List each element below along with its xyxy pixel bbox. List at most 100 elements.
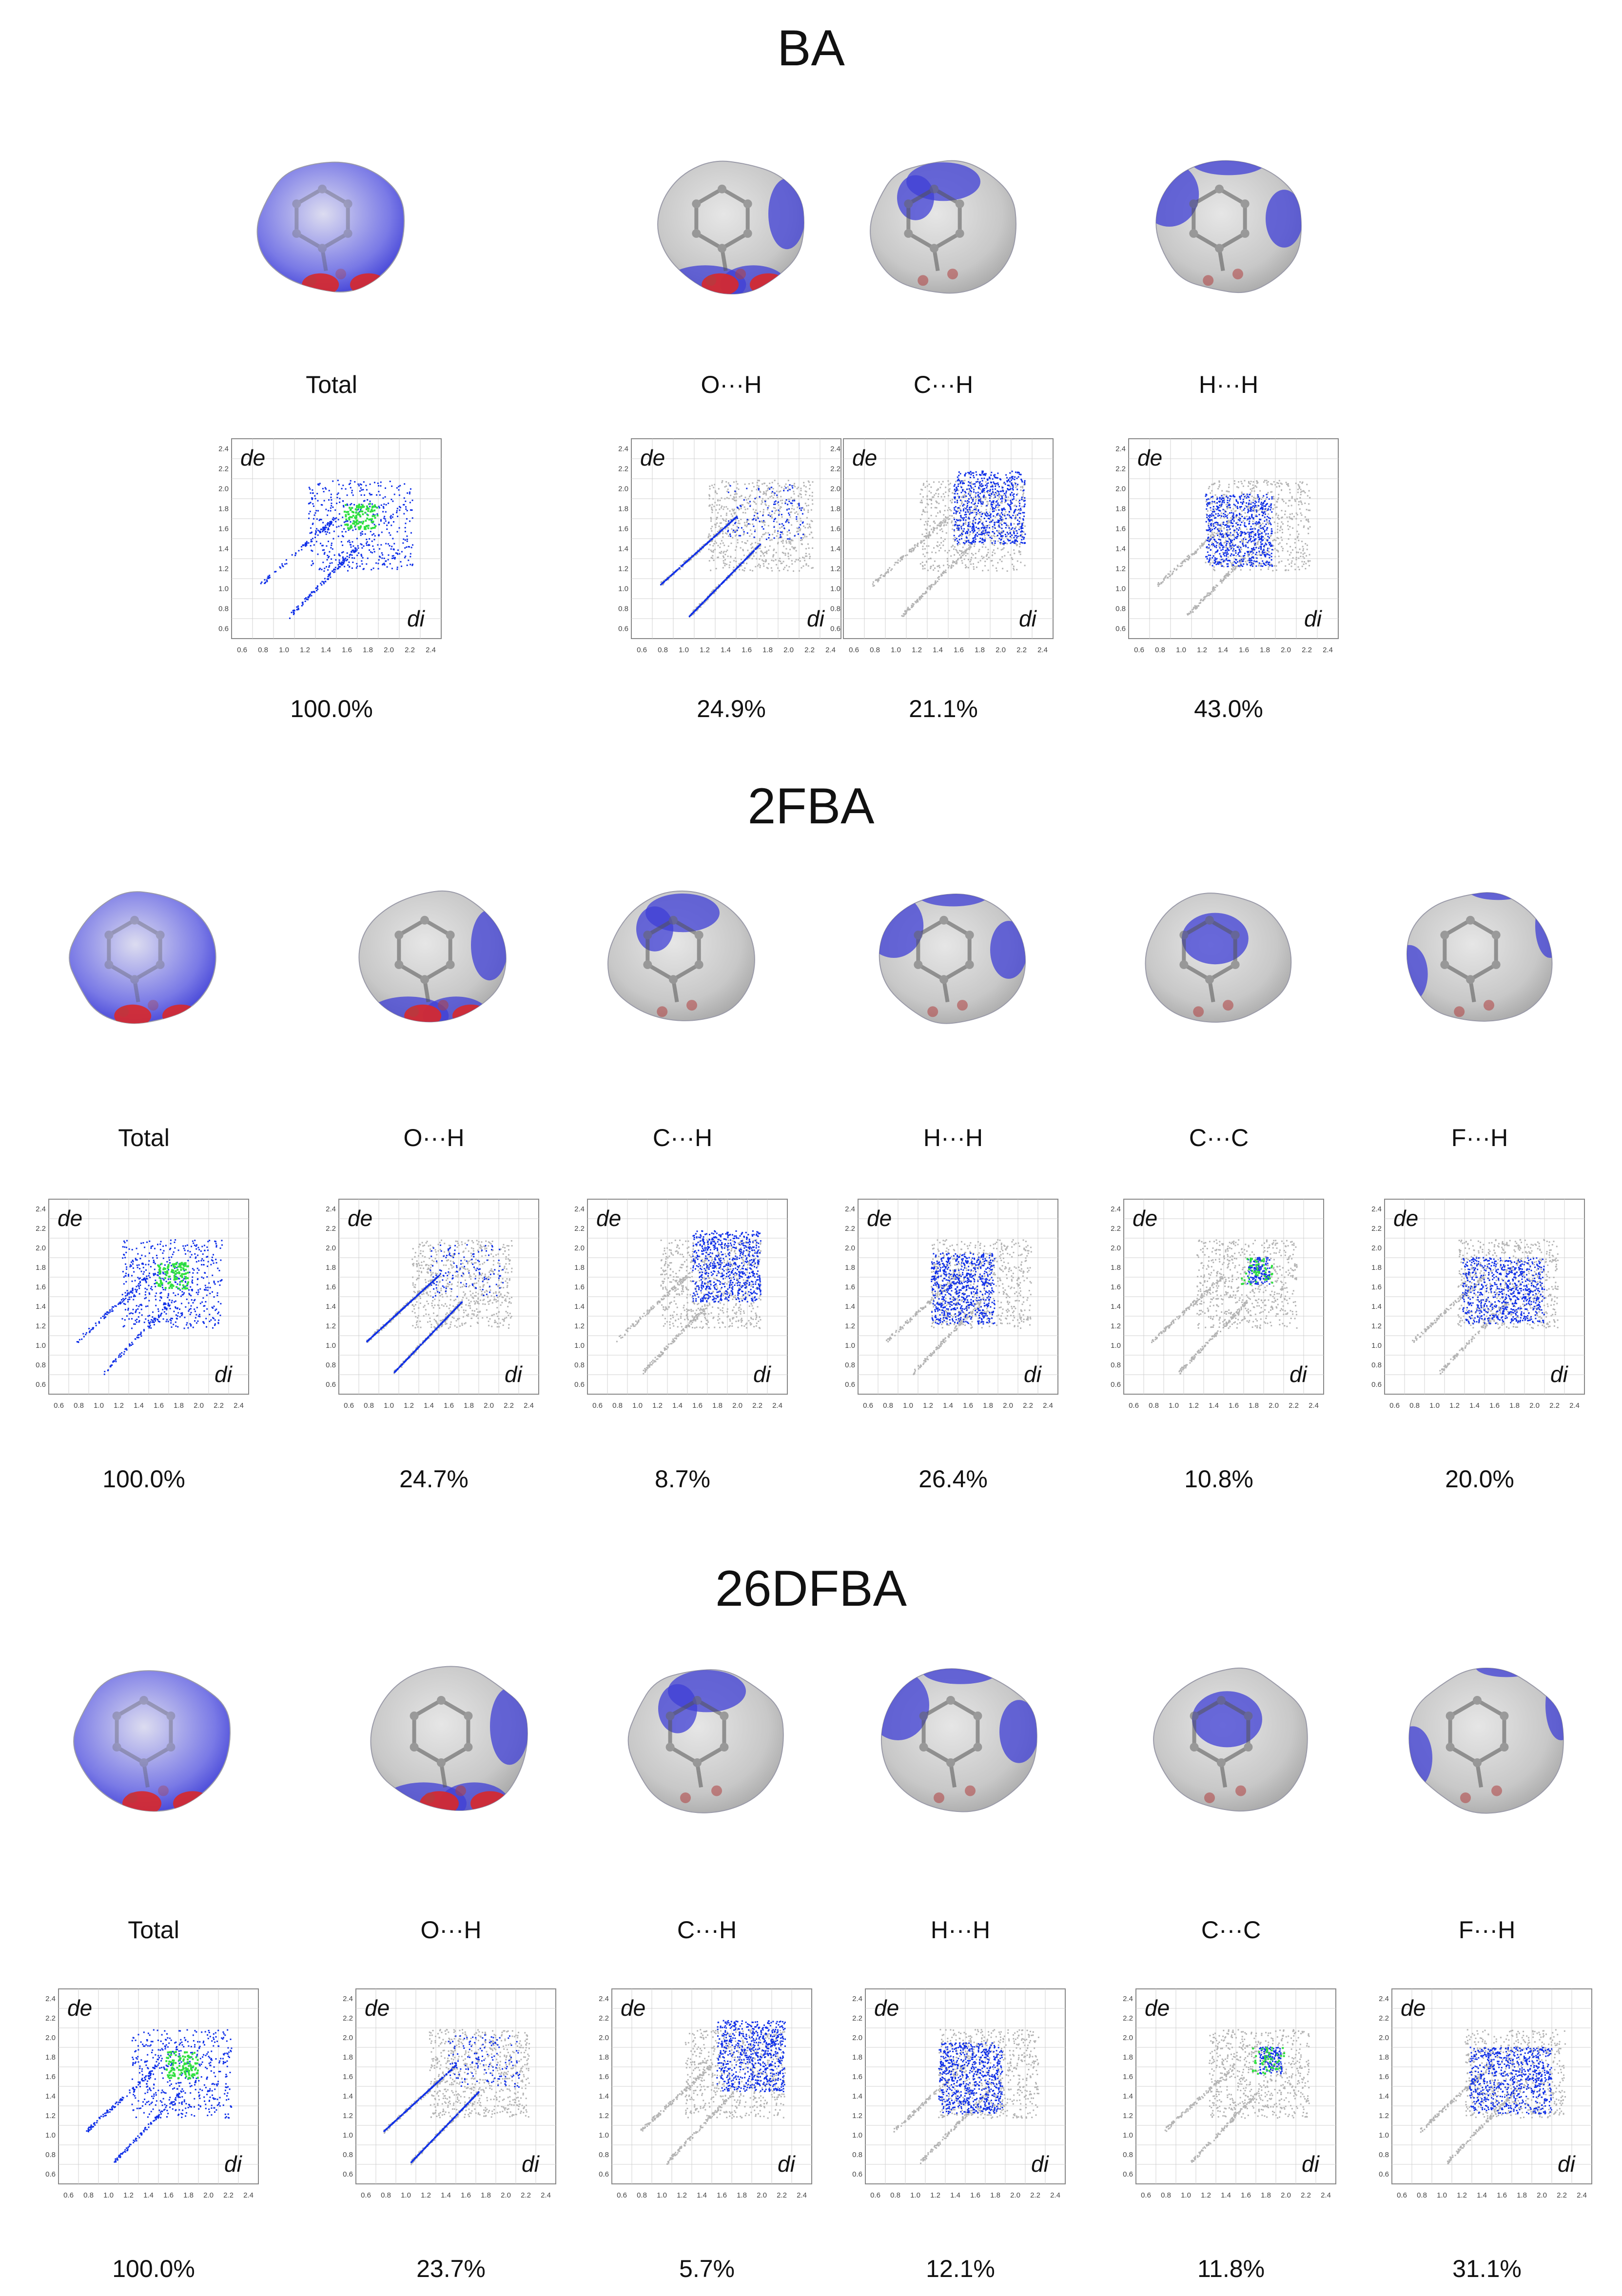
x-tick-label: 1.2 [300,646,310,654]
y-tick-label: 1.6 [1379,2073,1389,2081]
x-tick-label: 2.2 [521,2191,531,2199]
y-tick-label: 1.2 [36,1322,46,1330]
x-tick-label: 2.2 [1301,2191,1311,2199]
x-tick-label: 2.2 [1302,646,1312,654]
y-axis-label: de [621,1995,645,2021]
y-axis-label: de [1133,1206,1157,1231]
y-tick-label: 1.0 [574,1342,585,1350]
contact-label: O···H [322,1124,546,1152]
contact-label: C···C [1107,1124,1331,1152]
x-tick-label: 1.4 [1477,2191,1487,2199]
x-axis-label: di [505,1362,523,1387]
y-tick-label: 1.0 [45,2131,56,2140]
x-tick-label: 2.0 [501,2191,511,2199]
x-tick-label: 2.4 [426,646,436,654]
y-axis-label: de [1393,1206,1418,1231]
x-tick-label: 2.2 [1289,1401,1299,1410]
y-tick-label: 1.2 [830,565,840,573]
y-axis-label: de [874,1995,899,2021]
y-tick-label: 0.6 [343,2170,353,2179]
contact-label: Total [219,370,444,399]
x-tick-label: 1.2 [912,646,922,654]
x-tick-label: 2.0 [1529,1401,1540,1410]
y-tick-label: 0.6 [36,1381,46,1389]
y-tick-label: 2.2 [1111,1225,1121,1233]
x-tick-label: 0.6 [849,646,859,654]
y-tick-label: 1.0 [1123,2131,1133,2140]
x-tick-label: 1.8 [1261,2191,1271,2199]
x-tick-label: 1.4 [1209,1401,1219,1410]
y-tick-label: 1.6 [845,1283,855,1291]
contact-label: C···H [831,370,1055,399]
x-tick-label: 1.2 [123,2191,134,2199]
hirshfeld-surface-oh [358,890,507,1023]
y-axis-label: de [640,445,665,470]
y-tick-label: 0.6 [852,2170,862,2179]
fingerprint-plot-oh: 0.6 0.6 0.8 0.8 1.0 1.0 1.2 1.2 1.4 1.4 1.6 1.6 1.8 1… [326,1199,539,1410]
y-tick-label: 0.8 [599,2151,609,2159]
y-tick-label: 0.8 [574,1361,585,1369]
surface-shape [256,161,405,293]
x-tick-label: 1.0 [910,2191,920,2199]
x-axis-label: di [753,1362,772,1387]
contact-percentage: 24.9% [619,695,843,723]
contact-label: H···H [1116,370,1341,399]
hirshfeld-surface-ch [870,160,1016,294]
hirshfeld-surface-cc [1153,1667,1308,1812]
section-title: BA [0,19,1622,78]
x-tick-label: 1.4 [1218,646,1228,654]
hirshfeld-surface-ch [607,890,755,1021]
x-tick-label: 1.0 [103,2191,114,2199]
y-tick-label: 2.4 [1371,1205,1382,1213]
y-tick-label: 1.4 [845,1303,855,1311]
y-tick-label: 0.8 [830,605,840,613]
x-tick-label: 2.2 [504,1401,514,1410]
x-tick-label: 2.4 [1321,2191,1331,2199]
x-tick-label: 1.2 [1201,2191,1211,2199]
contact-percentage: 5.7% [595,2255,819,2283]
y-tick-label: 2.4 [845,1205,855,1213]
y-tick-label: 2.0 [326,1244,336,1252]
y-tick-label: 1.4 [599,2092,609,2101]
y-tick-label: 2.2 [343,2014,353,2023]
x-tick-label: 1.6 [154,1401,164,1410]
hirshfeld-surface-hh [1155,160,1302,293]
y-tick-label: 1.6 [36,1283,46,1291]
y-tick-label: 1.4 [45,2092,56,2101]
y-tick-label: 1.6 [599,2073,609,2081]
y-tick-label: 0.8 [852,2151,862,2159]
y-tick-label: 0.6 [574,1381,585,1389]
x-tick-label: 1.4 [697,2191,707,2199]
surface-shape [69,891,216,1024]
hirshfeld-surface-total [73,1670,231,1812]
x-tick-label: 1.0 [679,646,689,654]
y-tick-label: 1.0 [1371,1342,1382,1350]
x-tick-label: 2.4 [1043,1401,1053,1410]
fingerprint-plot-ch: 0.6 0.6 0.8 0.8 1.0 1.0 1.2 1.2 1.4 1.4 1.6 1.6 1.8 1… [574,1199,788,1410]
x-tick-label: 1.2 [404,1401,414,1410]
x-tick-label: 1.2 [652,1401,663,1410]
contact-percentage: 24.7% [322,1465,546,1493]
y-tick-label: 1.0 [599,2131,609,2140]
x-tick-label: 2.2 [214,1401,224,1410]
x-tick-label: 1.4 [321,646,331,654]
contact-label: C···H [595,1916,819,1944]
x-axis-label: di [778,2151,796,2177]
x-tick-label: 2.2 [804,646,815,654]
y-tick-label: 1.8 [343,2053,353,2062]
y-tick-label: 1.6 [1123,2073,1133,2081]
x-tick-label: 1.6 [954,646,964,654]
x-tick-label: 2.0 [1281,2191,1291,2199]
y-tick-label: 0.8 [618,605,628,613]
fingerprint-plot-cc: 0.6 0.6 0.8 0.8 1.0 1.0 1.2 1.2 1.4 1.4 1.6 1.6 1.8 1… [1123,1988,1336,2199]
y-tick-label: 0.8 [1371,1361,1382,1369]
x-tick-label: 1.0 [891,646,901,654]
contact-label: Total [32,1124,256,1152]
y-tick-label: 1.2 [1115,565,1126,573]
y-tick-label: 2.0 [574,1244,585,1252]
x-tick-label: 1.8 [183,2191,194,2199]
x-tick-label: 1.0 [657,2191,667,2199]
y-tick-label: 2.0 [1123,2034,1133,2042]
y-tick-label: 1.6 [45,2073,56,2081]
y-tick-label: 2.4 [1111,1205,1121,1213]
